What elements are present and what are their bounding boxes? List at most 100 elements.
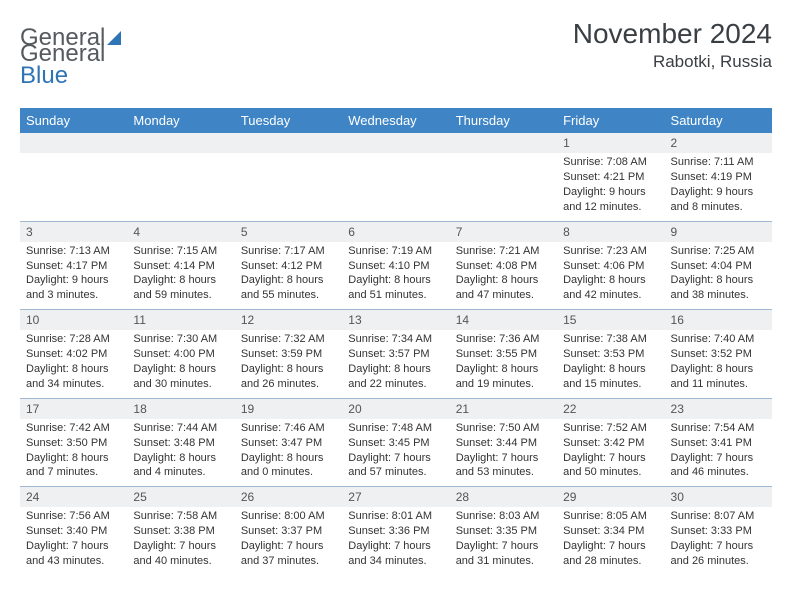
sunrise-text: Sunrise: 7:15 AM — [133, 244, 228, 259]
day-number: 14 — [450, 310, 557, 330]
day-details: Sunrise: 7:15 AMSunset: 4:14 PMDaylight:… — [127, 244, 234, 303]
sunset-text: Sunset: 4:19 PM — [671, 170, 766, 185]
sunset-text: Sunset: 3:50 PM — [26, 436, 121, 451]
sunset-text: Sunset: 3:59 PM — [241, 347, 336, 362]
sunrise-text: Sunrise: 8:05 AM — [563, 509, 658, 524]
calendar-table: Sunday Monday Tuesday Wednesday Thursday… — [20, 108, 772, 575]
day-number: 5 — [235, 222, 342, 242]
day-details: Sunrise: 7:38 AMSunset: 3:53 PMDaylight:… — [557, 332, 664, 391]
sunrise-text: Sunrise: 7:21 AM — [456, 244, 551, 259]
daylight-text: Daylight: 7 hours and 57 minutes. — [348, 451, 443, 481]
daylight-text: Daylight: 8 hours and 19 minutes. — [456, 362, 551, 392]
sunset-text: Sunset: 3:55 PM — [456, 347, 551, 362]
calendar-cell — [342, 133, 449, 221]
sunrise-text: Sunrise: 8:01 AM — [348, 509, 443, 524]
day-number: 7 — [450, 222, 557, 242]
sunrise-text: Sunrise: 7:36 AM — [456, 332, 551, 347]
day-details: Sunrise: 8:07 AMSunset: 3:33 PMDaylight:… — [665, 509, 772, 568]
day-details: Sunrise: 7:32 AMSunset: 3:59 PMDaylight:… — [235, 332, 342, 391]
daylight-text: Daylight: 8 hours and 7 minutes. — [26, 451, 121, 481]
sunrise-text: Sunrise: 7:52 AM — [563, 421, 658, 436]
sunset-text: Sunset: 3:34 PM — [563, 524, 658, 539]
calendar-cell — [127, 133, 234, 221]
calendar-cell: 29Sunrise: 8:05 AMSunset: 3:34 PMDayligh… — [557, 487, 664, 575]
day-number: 27 — [342, 487, 449, 507]
calendar-cell: 14Sunrise: 7:36 AMSunset: 3:55 PMDayligh… — [450, 310, 557, 399]
sunrise-text: Sunrise: 7:38 AM — [563, 332, 658, 347]
calendar-cell: 8Sunrise: 7:23 AMSunset: 4:06 PMDaylight… — [557, 221, 664, 310]
weekday-sat: Saturday — [665, 108, 772, 133]
day-number: 25 — [127, 487, 234, 507]
sunset-text: Sunset: 3:57 PM — [348, 347, 443, 362]
day-details: Sunrise: 7:40 AMSunset: 3:52 PMDaylight:… — [665, 332, 772, 391]
day-details: Sunrise: 7:08 AMSunset: 4:21 PMDaylight:… — [557, 155, 664, 214]
day-number: 1 — [557, 133, 664, 153]
day-details: Sunrise: 7:23 AMSunset: 4:06 PMDaylight:… — [557, 244, 664, 303]
daylight-text: Daylight: 7 hours and 31 minutes. — [456, 539, 551, 569]
daylight-text: Daylight: 8 hours and 51 minutes. — [348, 273, 443, 303]
calendar-cell: 25Sunrise: 7:58 AMSunset: 3:38 PMDayligh… — [127, 487, 234, 575]
day-number: 13 — [342, 310, 449, 330]
day-number: 19 — [235, 399, 342, 419]
day-number: 22 — [557, 399, 664, 419]
day-details: Sunrise: 7:17 AMSunset: 4:12 PMDaylight:… — [235, 244, 342, 303]
day-number: 6 — [342, 222, 449, 242]
day-number-blank — [20, 133, 127, 153]
calendar-cell: 9Sunrise: 7:25 AMSunset: 4:04 PMDaylight… — [665, 221, 772, 310]
calendar-cell: 26Sunrise: 8:00 AMSunset: 3:37 PMDayligh… — [235, 487, 342, 575]
month-title: November 2024 — [573, 18, 772, 50]
daylight-text: Daylight: 7 hours and 43 minutes. — [26, 539, 121, 569]
sunset-text: Sunset: 4:14 PM — [133, 259, 228, 274]
calendar-head: Sunday Monday Tuesday Wednesday Thursday… — [20, 108, 772, 133]
sunset-text: Sunset: 3:47 PM — [241, 436, 336, 451]
day-number-blank — [235, 133, 342, 153]
calendar-cell: 22Sunrise: 7:52 AMSunset: 3:42 PMDayligh… — [557, 398, 664, 487]
day-details: Sunrise: 8:01 AMSunset: 3:36 PMDaylight:… — [342, 509, 449, 568]
daylight-text: Daylight: 7 hours and 26 minutes. — [671, 539, 766, 569]
day-details: Sunrise: 7:21 AMSunset: 4:08 PMDaylight:… — [450, 244, 557, 303]
brand-part2: Blue — [20, 62, 68, 89]
location-label: Rabotki, Russia — [573, 52, 772, 72]
daylight-text: Daylight: 8 hours and 4 minutes. — [133, 451, 228, 481]
daylight-text: Daylight: 7 hours and 28 minutes. — [563, 539, 658, 569]
daylight-text: Daylight: 7 hours and 50 minutes. — [563, 451, 658, 481]
sunset-text: Sunset: 4:00 PM — [133, 347, 228, 362]
day-details: Sunrise: 7:48 AMSunset: 3:45 PMDaylight:… — [342, 421, 449, 480]
day-number: 16 — [665, 310, 772, 330]
day-number: 21 — [450, 399, 557, 419]
sunrise-text: Sunrise: 7:25 AM — [671, 244, 766, 259]
day-details: Sunrise: 7:58 AMSunset: 3:38 PMDaylight:… — [127, 509, 234, 568]
daylight-text: Daylight: 8 hours and 47 minutes. — [456, 273, 551, 303]
sunset-text: Sunset: 4:21 PM — [563, 170, 658, 185]
sunset-text: Sunset: 4:02 PM — [26, 347, 121, 362]
calendar-cell: 12Sunrise: 7:32 AMSunset: 3:59 PMDayligh… — [235, 310, 342, 399]
daylight-text: Daylight: 8 hours and 11 minutes. — [671, 362, 766, 392]
day-details: Sunrise: 8:03 AMSunset: 3:35 PMDaylight:… — [450, 509, 557, 568]
sunrise-text: Sunrise: 7:46 AM — [241, 421, 336, 436]
daylight-text: Daylight: 8 hours and 59 minutes. — [133, 273, 228, 303]
calendar-cell: 3Sunrise: 7:13 AMSunset: 4:17 PMDaylight… — [20, 221, 127, 310]
calendar-cell — [450, 133, 557, 221]
sunrise-text: Sunrise: 7:19 AM — [348, 244, 443, 259]
calendar-cell: 7Sunrise: 7:21 AMSunset: 4:08 PMDaylight… — [450, 221, 557, 310]
daylight-text: Daylight: 8 hours and 38 minutes. — [671, 273, 766, 303]
calendar-cell — [235, 133, 342, 221]
day-number-blank — [342, 133, 449, 153]
day-details: Sunrise: 7:13 AMSunset: 4:17 PMDaylight:… — [20, 244, 127, 303]
weekday-row: Sunday Monday Tuesday Wednesday Thursday… — [20, 108, 772, 133]
calendar-week: 17Sunrise: 7:42 AMSunset: 3:50 PMDayligh… — [20, 398, 772, 487]
day-number: 2 — [665, 133, 772, 153]
day-details: Sunrise: 8:00 AMSunset: 3:37 PMDaylight:… — [235, 509, 342, 568]
daylight-text: Daylight: 8 hours and 15 minutes. — [563, 362, 658, 392]
calendar-cell: 28Sunrise: 8:03 AMSunset: 3:35 PMDayligh… — [450, 487, 557, 575]
day-details: Sunrise: 7:50 AMSunset: 3:44 PMDaylight:… — [450, 421, 557, 480]
day-number: 12 — [235, 310, 342, 330]
day-number: 18 — [127, 399, 234, 419]
day-number: 9 — [665, 222, 772, 242]
calendar-cell — [20, 133, 127, 221]
calendar-cell: 16Sunrise: 7:40 AMSunset: 3:52 PMDayligh… — [665, 310, 772, 399]
sunset-text: Sunset: 3:41 PM — [671, 436, 766, 451]
sunrise-text: Sunrise: 8:03 AM — [456, 509, 551, 524]
day-details: Sunrise: 7:36 AMSunset: 3:55 PMDaylight:… — [450, 332, 557, 391]
sunrise-text: Sunrise: 7:48 AM — [348, 421, 443, 436]
